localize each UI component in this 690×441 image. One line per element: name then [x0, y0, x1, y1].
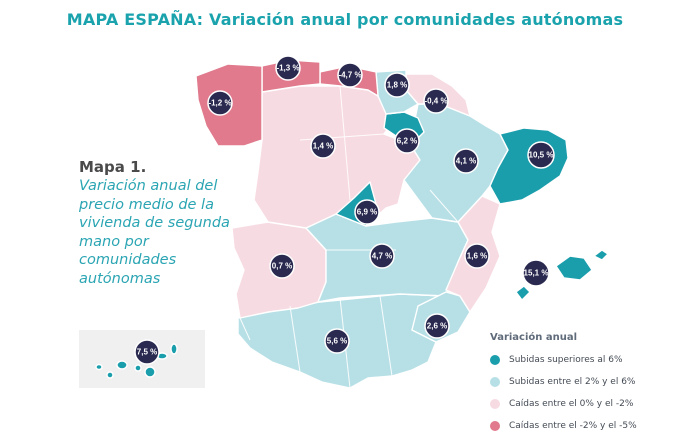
- value-label: -4,7 %: [338, 71, 361, 80]
- canarias-island: [95, 363, 103, 371]
- map-heading: Mapa 1.: [79, 158, 147, 176]
- value-label: -0,4 %: [424, 97, 447, 106]
- legend-title: Variación anual: [490, 332, 578, 343]
- legend-swatch: [490, 399, 500, 409]
- canarias-island: [170, 343, 178, 355]
- value-bubble: [423, 88, 449, 114]
- value-bubble: [384, 72, 410, 98]
- legend-swatch: [490, 421, 500, 431]
- legend-swatch: [490, 355, 500, 365]
- legend-swatch: [490, 377, 500, 387]
- province-border: [429, 189, 459, 223]
- value-label: 7,5 %: [137, 348, 157, 357]
- province-border: [339, 85, 351, 201]
- map-subtitle: Variación anual del precio medio de la v…: [79, 178, 230, 287]
- value-label: 6,2 %: [397, 137, 417, 146]
- value-label: 4,1 %: [456, 157, 476, 166]
- value-bubble: [275, 55, 301, 81]
- legend: Variación anual Subidas superiores al 6%…: [490, 332, 690, 437]
- legend-label: Caídas entre el 0% y el -2%: [509, 399, 634, 409]
- value-label: 1,8 %: [387, 81, 407, 90]
- value-label: -1,3 %: [276, 64, 299, 73]
- value-bubble: [324, 328, 350, 354]
- value-bubble: [394, 128, 420, 154]
- baleares-menorca[interactable]: [593, 249, 609, 261]
- value-label: 2,6 %: [427, 322, 447, 331]
- value-label: 4,7 %: [372, 252, 392, 261]
- page-title: MAPA ESPAÑA: Variación anual por comunid…: [66, 10, 624, 29]
- legend-item: Caídas entre el 0% y el -2%: [490, 393, 690, 415]
- value-labels: -1,2 % -1,3 % -4,7 % 1,8 % -0,4 % 6,2 % …: [137, 64, 554, 357]
- province-border: [379, 295, 393, 377]
- province-border: [239, 317, 251, 341]
- value-label: 6,9 %: [357, 208, 377, 217]
- value-label: 0,7 %: [272, 262, 292, 271]
- value-label: 10,5 %: [529, 151, 554, 160]
- legend-item: Subidas superiores al 6%: [490, 349, 690, 371]
- canarias-island: [134, 364, 142, 372]
- value-bubbles: [134, 55, 555, 365]
- value-bubble: [269, 253, 295, 279]
- value-label: 5,6 %: [327, 337, 347, 346]
- canarias-island: [116, 360, 128, 370]
- value-bubble: [527, 141, 555, 169]
- value-bubble: [310, 133, 336, 159]
- legend-label: Subidas superiores al 6%: [509, 355, 623, 365]
- value-bubble: [453, 148, 479, 174]
- legend-item: Subidas entre el 2% y el 6%: [490, 371, 690, 393]
- value-label: 1,4 %: [313, 142, 333, 151]
- value-bubble: [134, 339, 160, 365]
- region-baleares[interactable]: [555, 255, 593, 281]
- canarias-island: [106, 371, 114, 379]
- value-bubble: [369, 243, 395, 269]
- value-bubble: [464, 243, 490, 269]
- value-bubble: [424, 313, 450, 339]
- canarias-island: [144, 366, 156, 378]
- legend-item: Caídas entre el -2% y el -5%: [490, 415, 690, 437]
- value-bubble: [337, 62, 363, 88]
- value-bubble: [522, 259, 550, 287]
- value-label: -1,2 %: [208, 99, 231, 108]
- value-label: 1,6 %: [467, 252, 487, 261]
- baleares-ibiza[interactable]: [515, 285, 531, 301]
- province-border: [289, 305, 301, 373]
- value-label: 15,1 %: [524, 269, 549, 278]
- legend-label: Subidas entre el 2% y el 6%: [509, 377, 636, 387]
- legend-label: Caídas entre el -2% y el -5%: [509, 421, 637, 431]
- value-bubble: [354, 199, 380, 225]
- value-bubble: [207, 90, 233, 116]
